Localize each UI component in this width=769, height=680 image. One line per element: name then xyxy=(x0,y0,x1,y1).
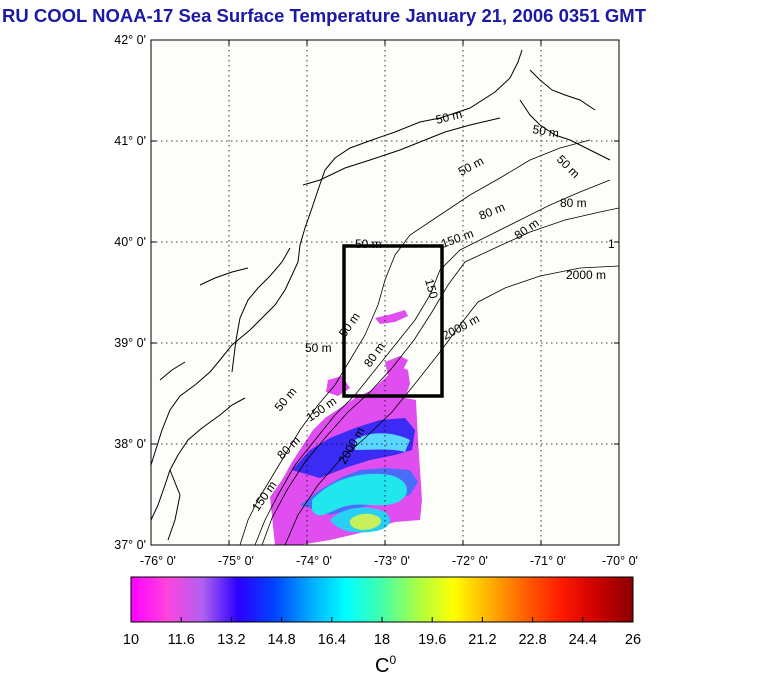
colorbar-tick-label: 14.8 xyxy=(267,632,295,648)
coastline xyxy=(151,49,611,541)
lat-label: 38° 0' xyxy=(114,437,146,451)
lat-label: 42° 0' xyxy=(114,33,146,47)
contour-label: 1 xyxy=(608,237,615,251)
colorbar-tick-label: 10 xyxy=(123,632,139,648)
colorbar-tick-label: 21.2 xyxy=(468,632,496,648)
colorbar-tick-label: 13.2 xyxy=(217,632,245,648)
lon-label: -70° 0' xyxy=(602,554,638,568)
colorbar-tick-label: 16.4 xyxy=(318,632,346,648)
longitude-labels: -76° 0' -75° 0' -74° 0' -73° 0' -72° 0' … xyxy=(140,554,638,568)
lat-label: 37° 0' xyxy=(114,538,146,552)
lon-label: -74° 0' xyxy=(296,554,332,568)
lat-label: 39° 0' xyxy=(114,336,146,350)
contour-label: 50 m xyxy=(305,341,332,355)
lon-label: -75° 0' xyxy=(218,554,254,568)
colorbar-tick-label: 19.6 xyxy=(418,632,446,648)
axis-ticks xyxy=(150,39,620,546)
colorbar-tick-label: 26 xyxy=(625,632,641,648)
colorbar-tick-label: 11.6 xyxy=(168,632,195,648)
lon-label: -76° 0' xyxy=(140,554,176,568)
contour-label: 50 m xyxy=(355,237,382,251)
contour-label: 50 m xyxy=(531,122,560,140)
lon-label: -72° 0' xyxy=(452,554,488,568)
lon-label: -73° 0' xyxy=(374,554,410,568)
contour-label: 80 m xyxy=(560,196,587,210)
colorbar-unit: C0 xyxy=(375,653,396,677)
contour-label: 2000 m xyxy=(566,268,606,282)
colorbar-ticks: 10 11.6 13.2 14.8 16.4 18 19.6 21.2 22.8 24.4 26 xyxy=(123,617,641,648)
contour-label: 150 xyxy=(422,277,441,300)
lon-label: -71° 0' xyxy=(530,554,566,568)
graticule xyxy=(151,40,619,545)
colorbar-tick-label: 22.8 xyxy=(518,632,546,648)
study-area-box xyxy=(342,244,444,398)
map-title: RU COOL NOAA-17 Sea Surface Temperature … xyxy=(2,5,646,26)
contour-label: 50 m xyxy=(434,107,463,127)
lat-label: 41° 0' xyxy=(114,134,146,148)
colorbar-tick-label: 18 xyxy=(374,632,390,648)
latitude-labels: 37° 0' 38° 0' 39° 0' 40° 0' 41° 0' 42° 0… xyxy=(114,33,146,552)
colorbar-tick-label: 24.4 xyxy=(569,632,597,648)
lat-label: 40° 0' xyxy=(114,235,146,249)
colorbar xyxy=(130,576,634,623)
bathymetry-contours xyxy=(239,139,619,545)
